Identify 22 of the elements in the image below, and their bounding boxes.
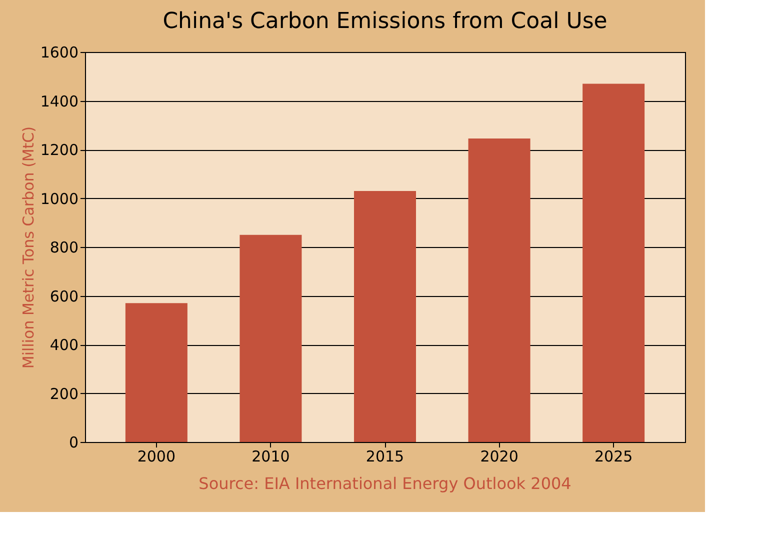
y-tick-label: 1000 <box>40 190 78 208</box>
y-tick-label: 400 <box>50 336 78 354</box>
x-tick-label: 2025 <box>594 448 633 466</box>
y-tick-label: 600 <box>50 287 78 306</box>
bar <box>125 303 188 442</box>
source-note: Source: EIA International Energy Outlook 2004 <box>198 474 572 493</box>
y-tick-label: 800 <box>50 238 78 256</box>
chart-title: China's Carbon Emissions from Coal Use <box>162 9 608 34</box>
bar <box>582 84 645 442</box>
y-tick-label: 1400 <box>40 92 78 110</box>
x-tick-label: 2010 <box>252 448 290 466</box>
x-tick-label: 2015 <box>366 448 404 466</box>
bar <box>240 234 302 442</box>
x-tick-label: 2000 <box>137 448 176 466</box>
y-tick-label: 200 <box>50 384 78 403</box>
bar <box>468 138 530 442</box>
y-tick-label: 1200 <box>40 141 78 159</box>
x-tick-label: 2020 <box>480 448 518 466</box>
bar <box>354 190 416 442</box>
y-tick-label: 0 <box>68 434 78 452</box>
y-tick-label: 1600 <box>40 44 78 62</box>
y-axis-title: Million Metric Tons Carbon (MtC) <box>19 126 38 369</box>
